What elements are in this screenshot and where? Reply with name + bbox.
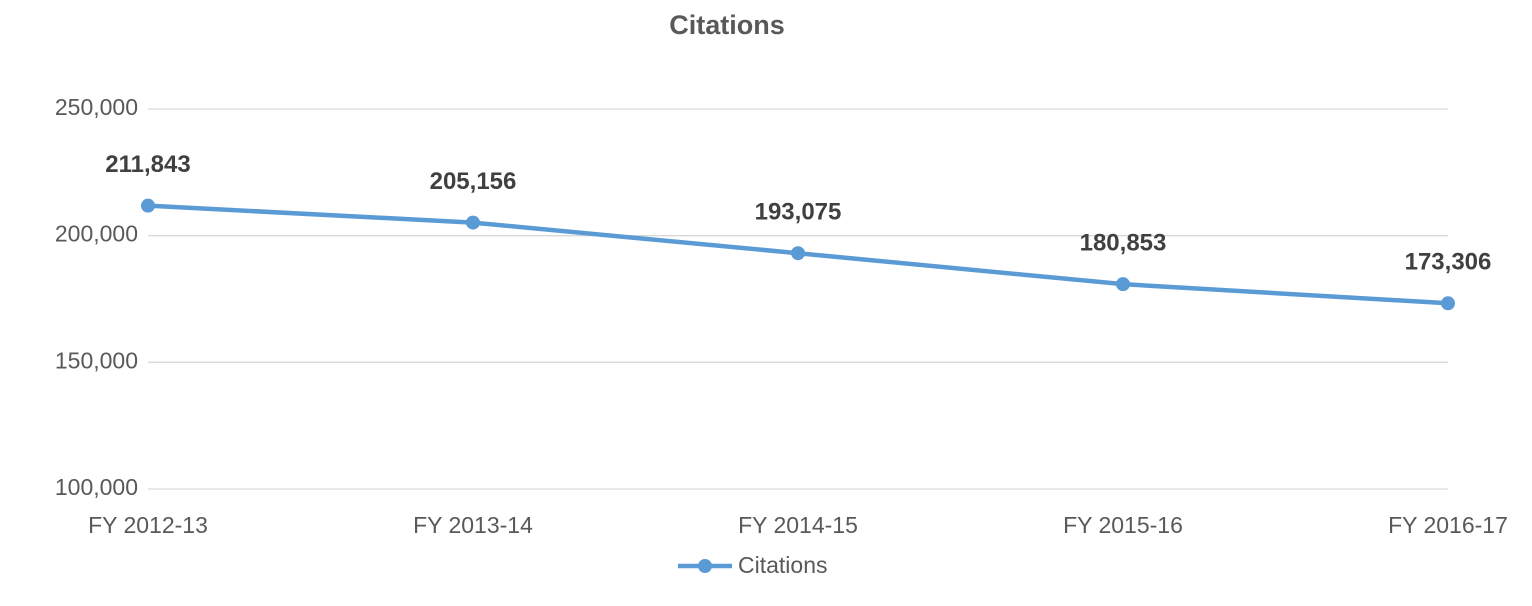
point bbox=[791, 246, 805, 261]
data-label: 205,156 bbox=[430, 168, 517, 195]
data-label: 173,306 bbox=[1405, 249, 1492, 276]
data-label: 211,843 bbox=[105, 151, 190, 178]
x-tick-label: FY 2012-13 bbox=[88, 512, 208, 538]
data-label: 193,075 bbox=[755, 199, 842, 226]
point bbox=[1116, 277, 1130, 292]
y-tick-label: 250,000 bbox=[55, 94, 138, 120]
legend-label: Citations bbox=[738, 552, 827, 578]
point bbox=[141, 198, 155, 213]
point bbox=[466, 215, 480, 230]
x-tick-label: FY 2014-15 bbox=[738, 512, 858, 538]
point bbox=[1441, 296, 1455, 311]
x-tick-label: FY 2015-16 bbox=[1063, 512, 1183, 538]
chart-title: Citations bbox=[669, 10, 785, 40]
legend-marker bbox=[698, 559, 712, 573]
y-tick-label: 150,000 bbox=[55, 347, 138, 373]
y-tick-label: 100,000 bbox=[55, 474, 138, 500]
x-tick-label: FY 2013-14 bbox=[413, 512, 533, 538]
x-tick-label: FY 2016-17 bbox=[1388, 512, 1508, 538]
y-tick-label: 200,000 bbox=[55, 221, 138, 247]
data-label: 180,853 bbox=[1080, 230, 1167, 257]
